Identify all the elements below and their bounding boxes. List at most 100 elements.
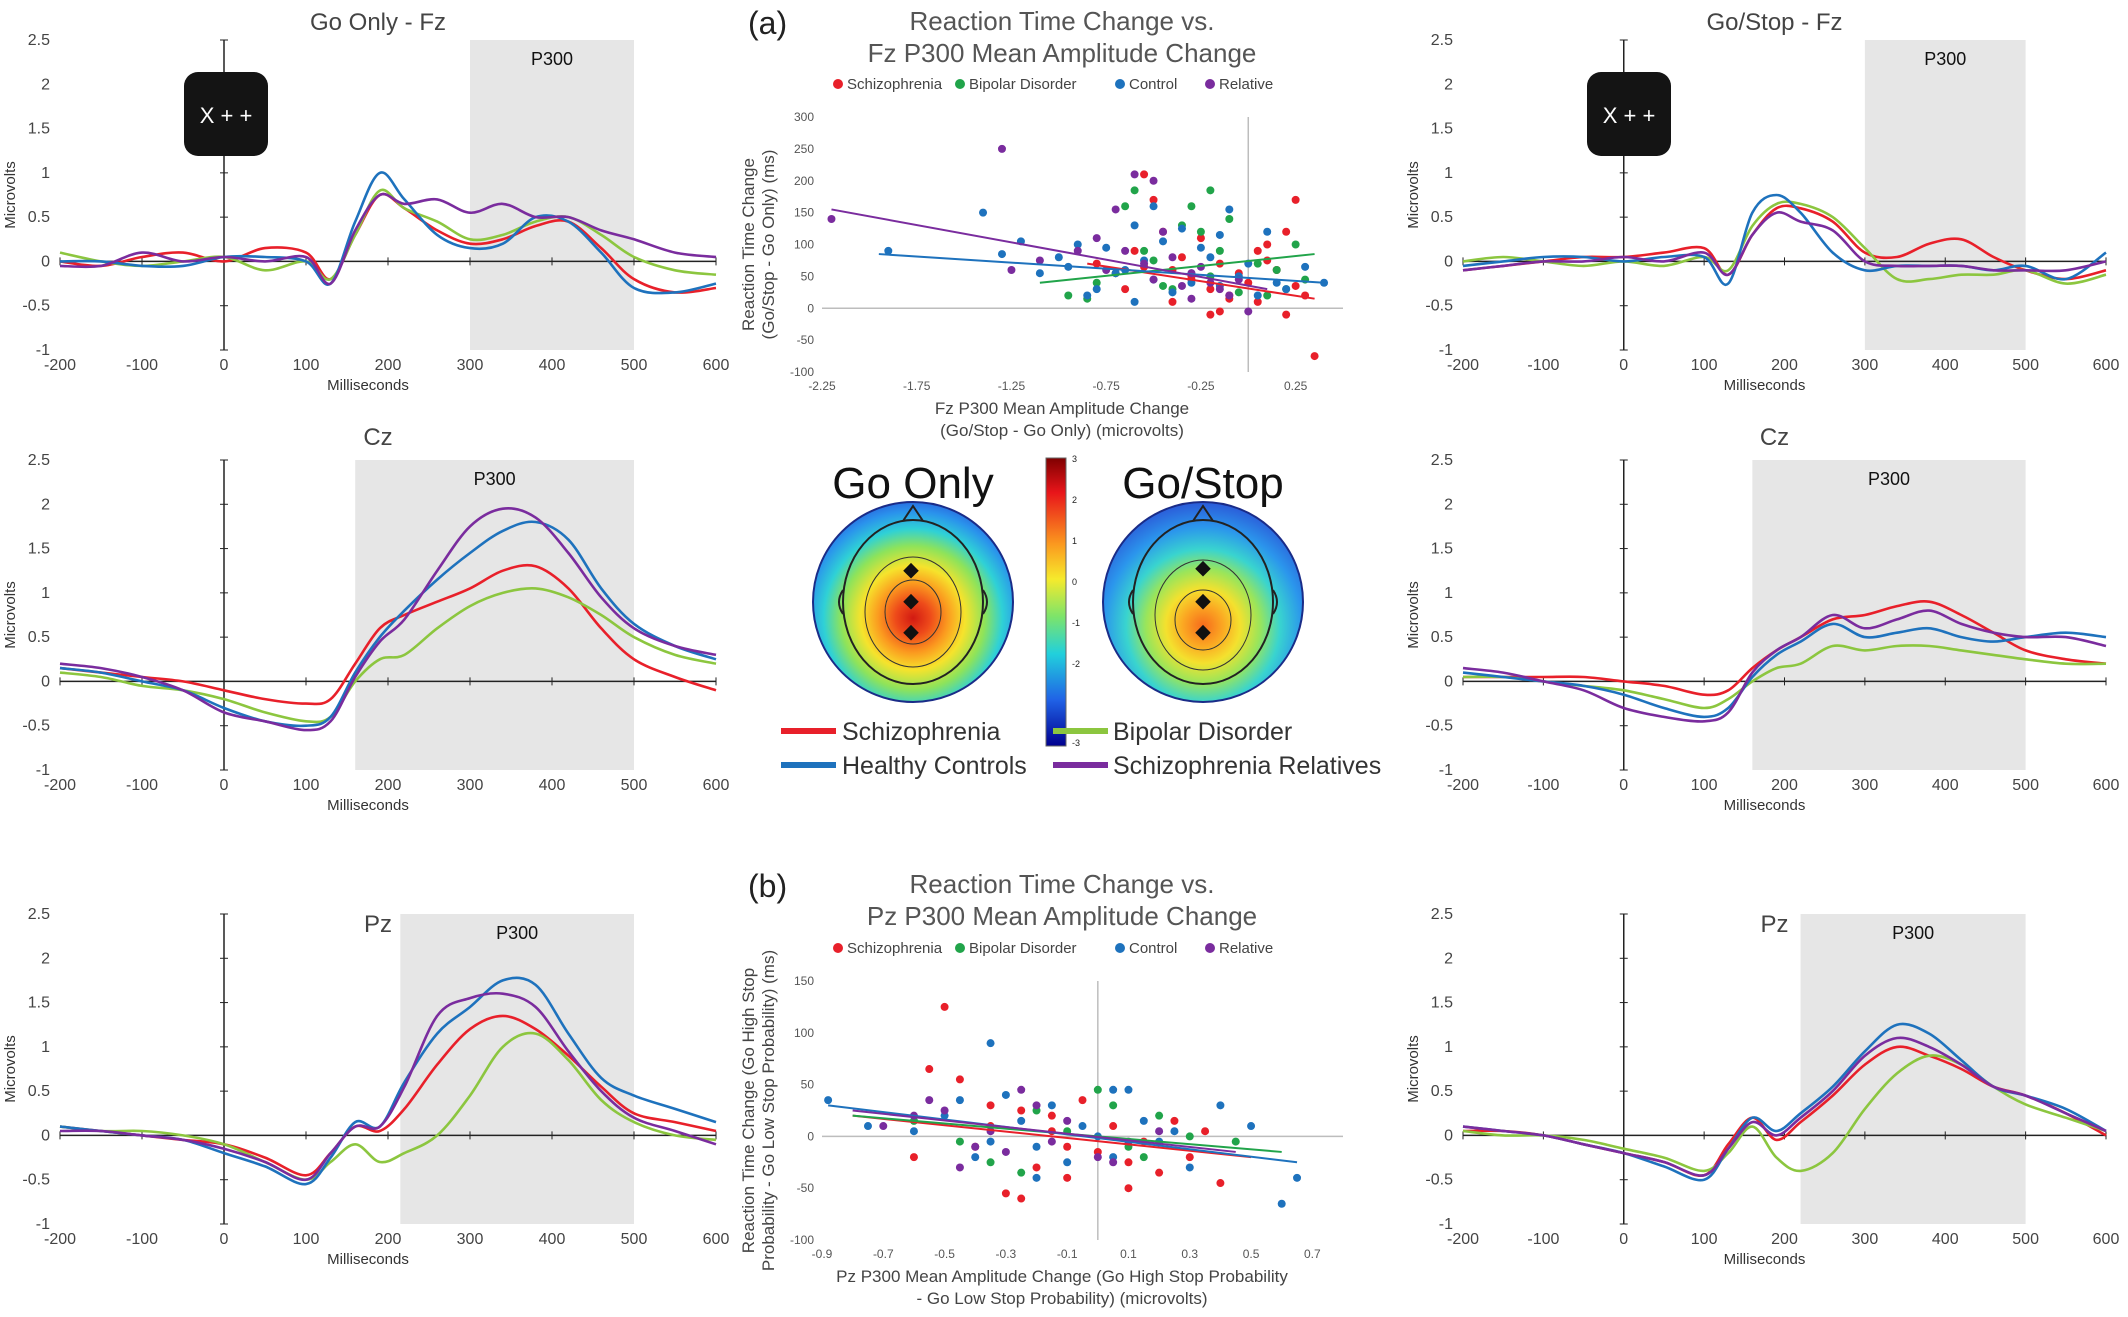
series-line-schizophrenia-relatives [1462,211,2107,277]
x-tick-label: 200 [1771,1231,1798,1248]
x-tick-label: -0.3 [996,1247,1017,1261]
x-tick-label: 400 [539,357,566,374]
x-tick-label: 300 [1852,777,1879,794]
x-tick-label: 600 [703,1231,730,1248]
p300-window [355,460,634,770]
x-tick-label: 100 [293,357,320,374]
scatter-panel-a: Reaction Time Change vs.Fz P300 Mean Amp… [739,6,1343,440]
colorbar-tick: -2 [1072,659,1080,669]
legend-label: Bipolar Disorder [969,76,1077,93]
p300-window [1864,40,2026,350]
legend-label-controls: Healthy Controls [842,752,1027,780]
data-point-schizophrenia [1063,1173,1072,1182]
data-point-control [955,1096,964,1105]
x-tick-label: -0.1 [1057,1247,1078,1261]
legend-label-bipolar: Bipolar Disorder [1113,718,1292,746]
data-point-schizophrenia [1201,1127,1210,1136]
panel-title: Pz [1760,911,1788,938]
x-tick-label: -0.75 [1093,379,1121,393]
x-tick-label: 200 [375,777,402,794]
x-tick-label: -1.25 [998,379,1026,393]
x-tick-label: -200 [44,357,76,374]
data-point-relative [879,1122,888,1131]
scatter-panel-b: Reaction Time Change vs.Pz P300 Mean Amp… [739,869,1343,1308]
y-tick-label: -1 [36,1216,50,1233]
x-tick-label: 400 [1932,357,1959,374]
data-point-schizophrenia [1310,352,1319,361]
data-point-control [979,208,988,217]
trend-line-control [878,253,1325,284]
y-tick-label: 0 [1444,253,1453,270]
data-point-relative [1093,1153,1102,1162]
erp-panel-go-pz: P300 Pz -200 -100 0 100 200 300 400 500 600 -1 -0.5 0… [2,906,729,1268]
data-point-control [1032,1142,1041,1151]
y-tick-label: 2.5 [1431,32,1453,49]
y-tick-label: 1.5 [28,541,50,558]
y-tick-label: 0 [41,253,50,270]
data-point-bipolar-disorder [1225,215,1234,223]
data-point-schizophrenia [1032,1163,1041,1172]
series-line-bipolar-disorder [59,1031,717,1182]
trend-line-relative [831,208,1268,291]
data-point-schizophrenia [1206,285,1215,294]
data-point-relative [1109,1158,1118,1167]
x-axis-label: Fz P300 Mean Amplitude Change [935,399,1189,418]
x-axis-label: Milliseconds [1724,797,1806,814]
y-tick-label: 50 [801,269,815,283]
data-point-control [1102,243,1111,252]
data-point-control [1130,297,1139,306]
data-point-control [971,1153,980,1162]
data-point-control [1168,288,1177,297]
data-point-schizophrenia [1063,1142,1072,1151]
x-tick-label: 0 [1619,357,1628,374]
x-axis-label: Milliseconds [327,1251,409,1268]
trend-line-schizophrenia [852,1114,1252,1159]
data-point-relative [1159,227,1168,236]
y-tick-label: 2.5 [1431,452,1453,469]
data-point-bipolar-disorder [1263,291,1272,300]
data-point-relative [997,144,1006,153]
data-point-bipolar-disorder [1064,291,1073,300]
y-axis-label: Probability - Go Low Stop Probability) (… [759,950,778,1271]
p300-window [470,40,634,350]
trend-line-relative [852,1109,1236,1153]
data-point-control [1078,1122,1087,1131]
data-point-schizophrenia [925,1065,934,1074]
x-tick-label: -200 [44,1231,76,1248]
data-point-schizophrenia [909,1153,918,1162]
y-tick-label: 1 [41,165,50,182]
y-tick-label: 2.5 [28,452,50,469]
x-tick-label: 600 [2093,1231,2120,1248]
p300-window [400,914,634,1224]
x-tick-label: -1.75 [903,379,931,393]
legend-label: Relative [1219,76,1273,93]
colorbar-tick: 3 [1072,454,1077,464]
data-point-control [1149,202,1158,211]
x-tick-label: 300 [1852,1231,1879,1248]
data-point-schizophrenia [1170,1116,1179,1125]
data-point-schizophrenia [1017,1106,1026,1115]
data-point-relative [925,1096,934,1105]
y-tick-label: 0 [1444,673,1453,690]
x-axis-label: Milliseconds [327,797,409,814]
x-tick-label: 200 [1771,357,1798,374]
y-tick-label: 1.5 [1431,541,1453,558]
x-tick-label: -200 [1447,777,1479,794]
data-point-control [997,250,1006,259]
erp-panel-gostop-cz: P300 Cz -200 -100 0 100 200 300 400 500 600 -1 -0.5 0… [1405,424,2119,814]
topomap-title-go-stop: Go/Stop [1122,459,1283,508]
data-point-schizophrenia [1196,234,1205,243]
data-point-bipolar-disorder [1092,278,1101,287]
data-point-control [1177,224,1186,233]
erp-legend: Schizophrenia Bipolar Disorder Healthy C… [781,718,1381,780]
data-point-schizophrenia [1168,297,1177,306]
data-point-bipolar-disorder [1231,1137,1240,1146]
data-point-schizophrenia [1291,195,1300,204]
y-tick-label: -100 [790,1233,814,1247]
y-tick-label: -0.5 [22,1172,50,1189]
data-point-schizophrenia [1215,307,1224,316]
scatter-title: Pz P300 Mean Amplitude Change [867,901,1257,931]
scatter-title: Fz P300 Mean Amplitude Change [868,38,1257,68]
y-axis-label: Reaction Time Change [739,158,758,331]
